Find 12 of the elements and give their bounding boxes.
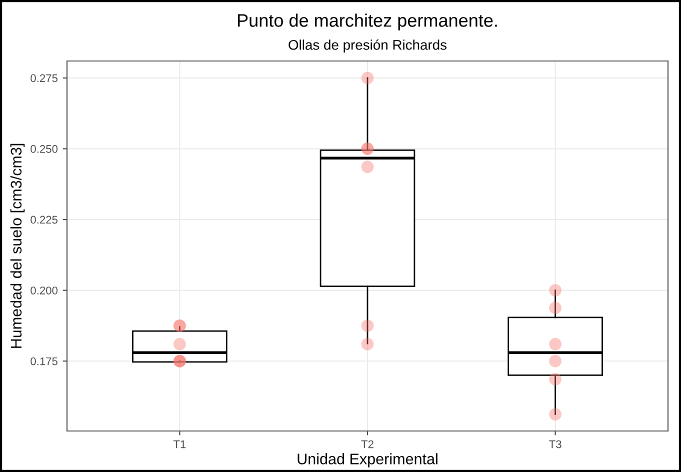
x-tick-label: T2 (361, 440, 374, 448)
y-tick-label: 0.200 (30, 286, 58, 294)
x-tick-label: T3 (549, 440, 562, 448)
y-tick-label: 0.250 (30, 145, 58, 153)
x-axis-title: Unidad Experimental (298, 453, 438, 468)
y-tick-label: 0.225 (30, 216, 58, 224)
y-axis-title: Humedad del suelo [cm3/cm3] (10, 144, 25, 348)
y-tick-label: 0.275 (30, 74, 58, 82)
y-tick-label: 0.175 (30, 357, 58, 366)
chart-subtitle: Ollas de presión Richards (288, 39, 447, 53)
chart-title: Punto de marchitez permanente. (238, 14, 497, 30)
x-tick-label: T1 (173, 440, 186, 448)
